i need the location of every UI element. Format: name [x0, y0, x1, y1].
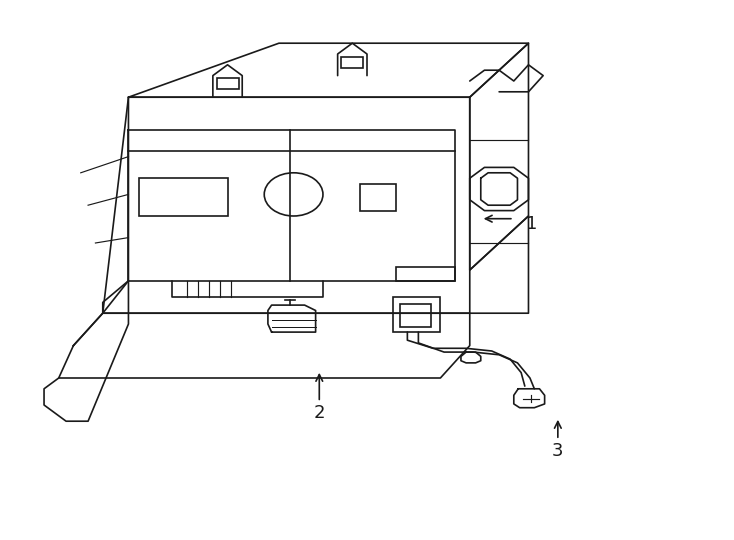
Bar: [217, 78, 239, 89]
Bar: [393, 297, 440, 332]
Text: 1: 1: [526, 215, 538, 233]
Bar: [396, 267, 455, 281]
Bar: [139, 178, 228, 216]
Text: 3: 3: [552, 442, 564, 460]
Text: 2: 2: [313, 404, 325, 422]
Bar: [341, 57, 363, 68]
Bar: [400, 304, 431, 327]
Bar: [360, 184, 396, 211]
